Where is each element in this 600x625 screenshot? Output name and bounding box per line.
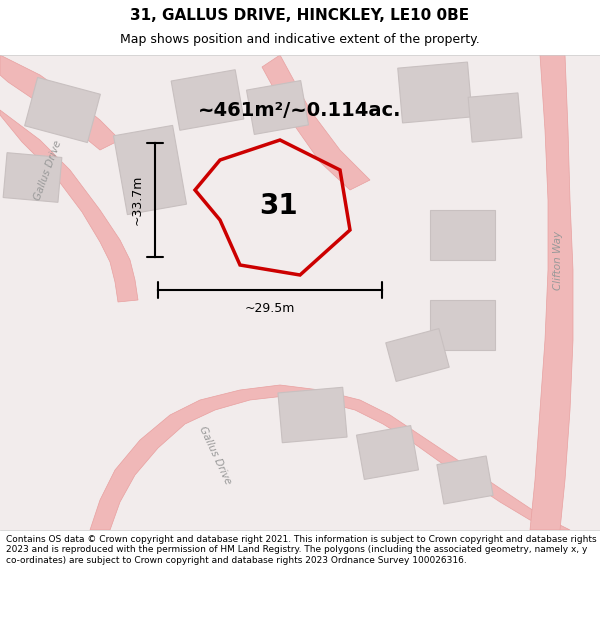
Bar <box>430 210 495 260</box>
Bar <box>430 300 495 350</box>
Bar <box>278 388 347 442</box>
Text: ~29.5m: ~29.5m <box>245 301 295 314</box>
Bar <box>437 456 493 504</box>
Polygon shape <box>0 110 138 302</box>
Polygon shape <box>262 55 370 190</box>
Text: Gallus Drive: Gallus Drive <box>32 139 64 201</box>
Bar <box>398 62 472 123</box>
Polygon shape <box>0 55 120 150</box>
Bar <box>113 126 187 214</box>
Polygon shape <box>530 55 573 530</box>
Bar <box>171 70 244 130</box>
Bar <box>468 93 522 142</box>
Polygon shape <box>90 385 570 530</box>
Text: Map shows position and indicative extent of the property.: Map shows position and indicative extent… <box>120 33 480 46</box>
Bar <box>386 329 449 381</box>
Text: 31: 31 <box>259 192 298 220</box>
Bar <box>356 426 418 479</box>
Text: 31, GALLUS DRIVE, HINCKLEY, LE10 0BE: 31, GALLUS DRIVE, HINCKLEY, LE10 0BE <box>130 8 470 23</box>
Bar <box>247 81 308 134</box>
Text: Clifton Way: Clifton Way <box>553 231 563 289</box>
Text: Contains OS data © Crown copyright and database right 2021. This information is : Contains OS data © Crown copyright and d… <box>6 535 596 564</box>
Text: ~461m²/~0.114ac.: ~461m²/~0.114ac. <box>198 101 402 119</box>
Bar <box>25 78 100 142</box>
Text: ~33.7m: ~33.7m <box>131 175 143 225</box>
Text: Gallus Drive: Gallus Drive <box>197 424 233 486</box>
Bar <box>3 152 62 202</box>
